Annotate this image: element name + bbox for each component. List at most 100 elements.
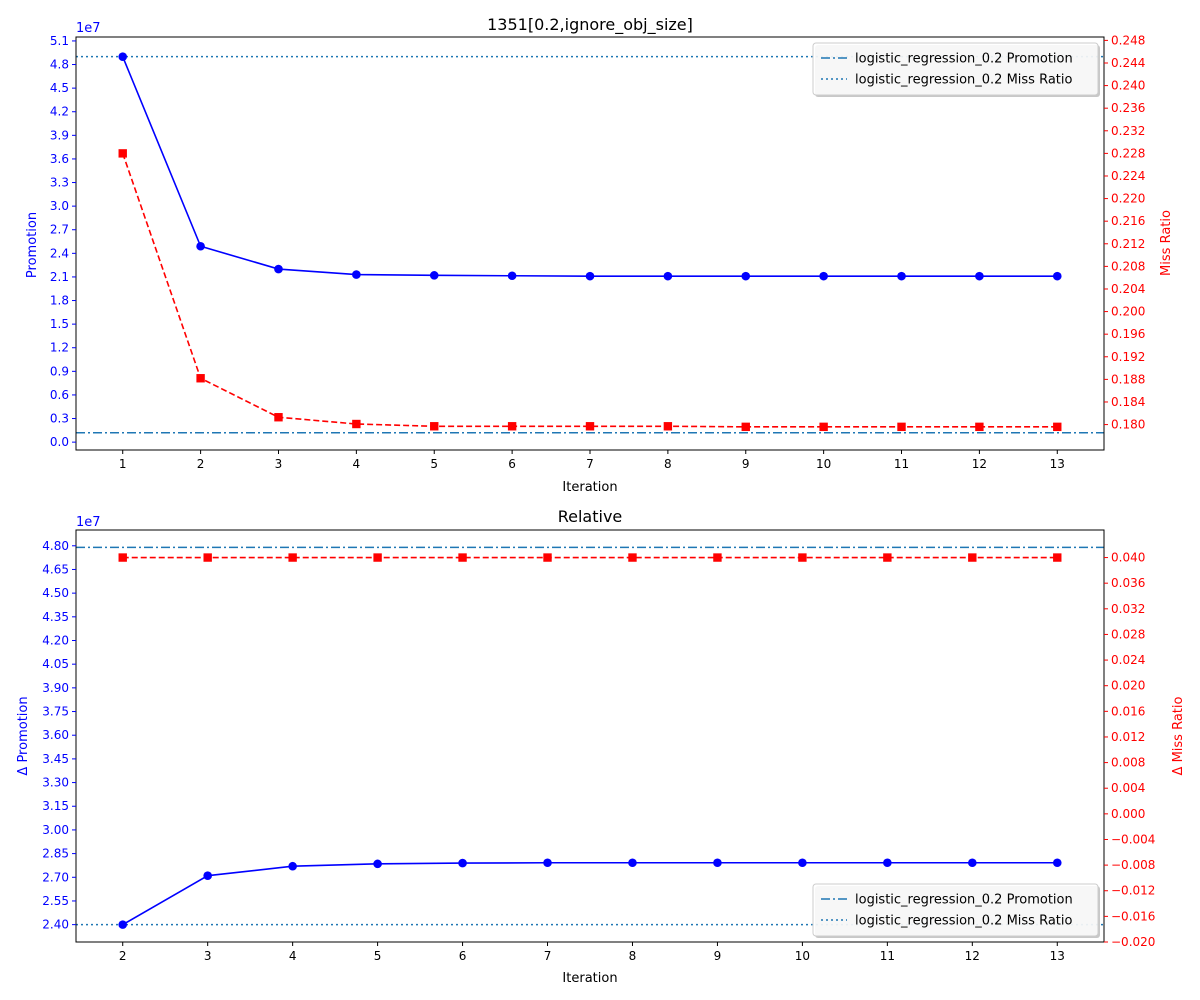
y-left-tick-label: 3.90 (42, 681, 69, 695)
data-point (1052, 858, 1062, 868)
data-point (288, 861, 297, 871)
legend-box (812, 42, 1099, 96)
y-axis-left-label: Promotion (25, 212, 40, 278)
data-point (897, 271, 906, 281)
data-point (118, 149, 127, 158)
data-point (741, 271, 751, 281)
x-tick-label: 8 (664, 457, 672, 471)
y-right-tick-label: 0.000 (1111, 807, 1145, 821)
x-tick-label: 6 (459, 949, 467, 963)
data-point (430, 422, 439, 431)
y-left-tick-label: 1.8 (50, 294, 69, 308)
y-left-tick-label: 2.70 (42, 870, 69, 884)
x-tick-label: 3 (275, 457, 283, 471)
y-right-tick-label: −0.016 (1111, 909, 1155, 923)
data-point (543, 858, 552, 868)
y-left-tick-label: 3.75 (42, 705, 69, 719)
y-right-tick-label: 0.040 (1111, 551, 1145, 565)
y-right-tick-label: 0.020 (1111, 679, 1145, 693)
data-point (975, 271, 984, 281)
legend-label: logistic_regression_0.2 Miss Ratio (855, 914, 1073, 929)
y-left-tick-label: 4.5 (50, 81, 69, 95)
data-point (352, 419, 361, 429)
y-right-tick-label: 0.232 (1111, 124, 1145, 138)
data-point (798, 553, 807, 562)
y-right-tick-label: 0.028 (1111, 627, 1145, 641)
data-point (352, 270, 361, 279)
x-tick-label: 3 (204, 949, 212, 963)
x-tick-label: 5 (374, 949, 382, 963)
x-tick-label: 9 (714, 949, 722, 963)
y-left-tick-label: 1.5 (50, 317, 69, 331)
data-point (458, 858, 467, 868)
y-right-tick-label: 0.236 (1111, 101, 1145, 115)
data-point (196, 241, 205, 251)
y-left-tick-label: 3.00 (42, 823, 69, 837)
data-point (663, 271, 673, 281)
x-tick-label: 7 (586, 457, 594, 471)
data-point (507, 422, 517, 431)
offset-text: 1e7 (76, 515, 101, 530)
x-tick-label: 4 (353, 457, 361, 471)
y-right-tick-label: 0.032 (1111, 602, 1145, 616)
y-left-tick-label: 4.8 (50, 58, 69, 72)
data-point (663, 422, 673, 431)
y-right-tick-label: 0.184 (1111, 395, 1145, 409)
y-right-tick-label: 0.196 (1111, 327, 1145, 341)
legend: logistic_regression_0.2 Promotion logisti… (812, 42, 1100, 97)
data-point (118, 553, 127, 562)
y-left-tick-label: 0.9 (50, 364, 69, 378)
y-left-tick-label: 2.40 (42, 918, 69, 932)
y-left-tick-label: 3.6 (50, 152, 69, 166)
y-left-tick-label: 0.6 (50, 388, 69, 402)
x-tick-label: 9 (742, 457, 750, 471)
data-point (429, 271, 439, 280)
data-point (883, 858, 892, 868)
x-tick-label: 12 (972, 457, 987, 471)
data-point (373, 553, 382, 562)
data-point (203, 871, 212, 881)
data-point (897, 422, 906, 432)
y-left-tick-label: 2.4 (50, 246, 69, 260)
y-left-tick-label: 4.20 (42, 633, 69, 647)
data-point (118, 920, 128, 929)
y-right-tick-label: −0.020 (1111, 935, 1155, 949)
x-tick-label: 13 (1050, 457, 1065, 471)
y-left-tick-label: 4.80 (42, 539, 69, 553)
y-left-tick-label: 0.0 (50, 435, 69, 449)
y-right-tick-label: 0.228 (1111, 146, 1145, 160)
data-point (713, 858, 722, 868)
x-tick-label: 11 (894, 457, 909, 471)
series-line (122, 861, 1058, 926)
y-right-tick-label: 0.012 (1111, 730, 1145, 744)
y-left-tick-label: 2.85 (42, 847, 69, 861)
chart-panel: 1 2 3 4 5 6 7 8 9 10 11 12 130.00.30.60.91.21.51.82.… (50, 33, 1145, 471)
x-tick-label: 10 (795, 949, 810, 963)
plot-frame (75, 529, 1105, 943)
y-right-tick-label: 0.220 (1111, 192, 1145, 206)
data-point (1053, 422, 1062, 432)
y-right-tick-label: 0.024 (1111, 653, 1145, 667)
x-tick-label: 8 (629, 949, 637, 963)
legend-label: logistic_regression_0.2 Miss Ratio (855, 73, 1073, 88)
chart-panel: 2 3 4 5 6 7 8 9 10 11 12 13 2.40 2.55 2.70 2.85 3.00 3.15… (42, 529, 1155, 963)
y-right-tick-label: 0.244 (1111, 56, 1145, 70)
data-point (274, 264, 283, 274)
chart-title: 1351[0.2,ignore_obj_size] (487, 15, 693, 35)
data-point (883, 553, 892, 562)
data-point (288, 553, 297, 562)
x-tick-label: 12 (965, 949, 980, 963)
y-right-tick-label: 0.192 (1111, 350, 1145, 364)
y-right-tick-label: 0.212 (1111, 237, 1145, 251)
data-point (196, 374, 205, 383)
data-point (628, 553, 637, 562)
data-point (507, 271, 517, 281)
y-right-tick-label: 0.188 (1111, 372, 1145, 386)
data-point (798, 858, 807, 868)
data-point (975, 422, 984, 432)
x-tick-label: 2 (197, 457, 205, 471)
y-right-tick-label: −0.008 (1111, 858, 1155, 872)
data-point (118, 52, 128, 61)
y-left-tick-label: 0.3 (50, 412, 69, 426)
y-left-tick-label: 3.3 (50, 176, 69, 190)
